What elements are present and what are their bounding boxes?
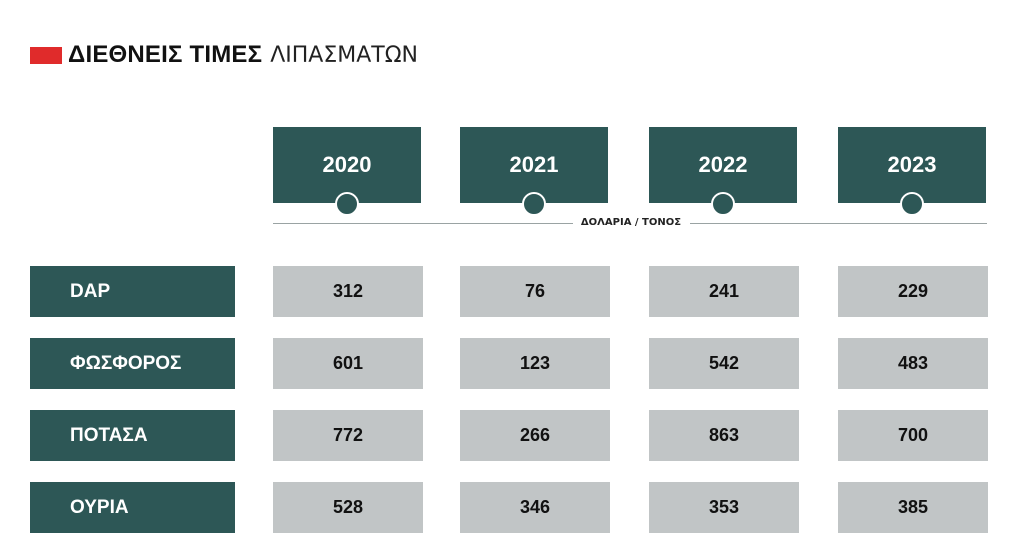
value-cell: 700	[838, 410, 988, 461]
value-cell: 772	[273, 410, 423, 461]
year-header-2021: 2021	[460, 127, 608, 203]
unit-label: ΔΟΛΑΡΙΑ / ΤΟΝΟΣ	[580, 217, 682, 228]
year-dot-2020	[335, 192, 359, 216]
year-header-2022: 2022	[649, 127, 797, 203]
value-cell: 528	[273, 482, 423, 533]
year-dot-2023	[900, 192, 924, 216]
row-label: ΦΩΣΦΟΡΟΣ	[30, 338, 235, 389]
row-label: DAP	[30, 266, 235, 317]
title-bold: ΔΙΕΘΝΕΙΣ ΤΙΜΕΣ	[68, 41, 263, 68]
value-cell: 76	[460, 266, 610, 317]
value-cell: 542	[649, 338, 799, 389]
chart-title: ΔΙΕΘΝΕΙΣ ΤΙΜΕΣ ΛΙΠΑΣΜΑΤΩΝ	[30, 40, 418, 70]
year-header-2023: 2023	[838, 127, 986, 203]
value-cell: 353	[649, 482, 799, 533]
value-cell: 863	[649, 410, 799, 461]
value-cell: 229	[838, 266, 988, 317]
value-cell: 266	[460, 410, 610, 461]
value-cell: 346	[460, 482, 610, 533]
axis-line-right	[690, 223, 987, 224]
axis-line-left	[273, 223, 573, 224]
title-light: ΛΙΠΑΣΜΑΤΩΝ	[270, 42, 418, 68]
value-cell: 123	[460, 338, 610, 389]
value-cell: 483	[838, 338, 988, 389]
row-label: ΟΥΡΙΑ	[30, 482, 235, 533]
title-accent-mark	[30, 46, 62, 64]
year-header-2020: 2020	[273, 127, 421, 203]
year-dot-2022	[711, 192, 735, 216]
year-dot-2021	[522, 192, 546, 216]
row-label: ΠΟΤΑΣΑ	[30, 410, 235, 461]
value-cell: 601	[273, 338, 423, 389]
value-cell: 312	[273, 266, 423, 317]
value-cell: 241	[649, 266, 799, 317]
value-cell: 385	[838, 482, 988, 533]
